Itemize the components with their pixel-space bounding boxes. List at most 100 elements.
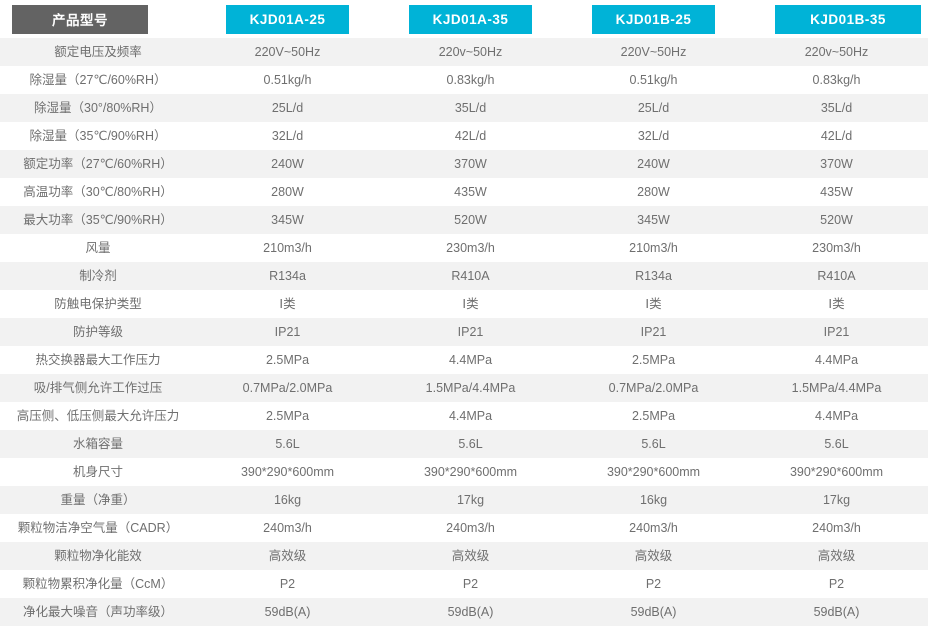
table-row: 水箱容量 5.6L 5.6L 5.6L 5.6L (0, 430, 928, 458)
spec-value: 0.83kg/h (812, 73, 861, 87)
header-cell-model-b25: KJD01B-25 (562, 0, 745, 38)
spec-value: P2 (828, 577, 845, 591)
spec-value: 16kg (273, 493, 302, 507)
spec-value: 435W (454, 185, 487, 199)
table-row: 额定功率（27℃/60%RH） 240W 370W 240W 370W (0, 150, 928, 178)
spec-label: 颗粒物净化能效 (54, 549, 142, 563)
table-row: 最大功率（35℃/90%RH） 345W 520W 345W 520W (0, 206, 928, 234)
spec-value: 42L/d (454, 129, 487, 143)
spec-value: 280W (271, 185, 304, 199)
spec-value: 435W (820, 185, 853, 199)
spec-label: 机身尺寸 (72, 465, 123, 479)
spec-value: 240m3/h (263, 521, 312, 535)
spec-value: 1.5MPa/4.4MPa (425, 381, 516, 395)
spec-value: 370W (820, 157, 853, 171)
spec-value: 4.4MPa (814, 409, 859, 423)
spec-value: 高效级 (268, 549, 307, 563)
spec-value: 345W (637, 213, 670, 227)
spec-value: 345W (271, 213, 304, 227)
spec-value: 32L/d (637, 129, 670, 143)
spec-value: 520W (454, 213, 487, 227)
spec-label: 制冷剂 (79, 269, 117, 283)
header-row: 产品型号 KJD01A-25 KJD01A-35 KJD01B-25 KJD01… (0, 0, 928, 38)
spec-label: 热交换器最大工作压力 (35, 353, 161, 367)
spec-value: R410A (451, 269, 490, 283)
spec-value: 2.5MPa (631, 409, 676, 423)
spec-value: 370W (454, 157, 487, 171)
spec-value: 220V~50Hz (620, 45, 687, 59)
spec-value: 280W (637, 185, 670, 199)
spec-value: 220V~50Hz (254, 45, 321, 59)
spec-value: Ⅰ类 (828, 297, 845, 311)
table-row: 防触电保护类型 Ⅰ类 Ⅰ类 Ⅰ类 Ⅰ类 (0, 290, 928, 318)
spec-value: R134a (269, 269, 306, 283)
spec-value: P2 (462, 577, 479, 591)
spec-value: 5.6L (641, 437, 666, 451)
spec-value: 0.83kg/h (446, 73, 495, 87)
spec-value: 240W (637, 157, 670, 171)
spec-label: 防触电保护类型 (54, 297, 142, 311)
spec-value: 240m3/h (812, 521, 861, 535)
header-label-product-model: 产品型号 (12, 4, 148, 34)
table-header: 产品型号 KJD01A-25 KJD01A-35 KJD01B-25 KJD01… (0, 0, 928, 38)
spec-value: 220v~50Hz (438, 45, 503, 59)
spec-value: 230m3/h (446, 241, 495, 255)
spec-value: 240W (271, 157, 304, 171)
table-row: 热交换器最大工作压力 2.5MPa 4.4MPa 2.5MPa 4.4MPa (0, 346, 928, 374)
spec-label: 额定功率（27℃/60%RH） (23, 157, 173, 171)
spec-value: 520W (820, 213, 853, 227)
spec-value: 230m3/h (812, 241, 861, 255)
spec-value: 17kg (822, 493, 851, 507)
spec-value: R410A (817, 269, 856, 283)
header-cell-model-b35: KJD01B-35 (745, 0, 928, 38)
spec-value: Ⅰ类 (279, 297, 296, 311)
spec-label: 吸/排气侧允许工作过压 (33, 381, 163, 395)
spec-value: 35L/d (820, 101, 853, 115)
spec-value: 59dB(A) (630, 605, 677, 619)
spec-label: 除湿量（30°/80%RH） (34, 101, 162, 115)
spec-value: 5.6L (458, 437, 483, 451)
spec-label: 高温功率（30℃/80%RH） (23, 185, 173, 199)
spec-value: 35L/d (454, 101, 487, 115)
table-row: 机身尺寸 390*290*600mm 390*290*600mm 390*290*60… (0, 458, 928, 486)
spec-label: 除湿量（35℃/90%RH） (29, 129, 167, 143)
spec-value: IP21 (823, 325, 850, 339)
header-cell-model-a25: KJD01A-25 (196, 0, 379, 38)
spec-value: 59dB(A) (447, 605, 494, 619)
spec-value: 0.7MPa/2.0MPa (242, 381, 333, 395)
table-row: 除湿量（35℃/90%RH） 32L/d 42L/d 32L/d 42L/d (0, 122, 928, 150)
table-row: 吸/排气侧允许工作过压 0.7MPa/2.0MPa 1.5MPa/4.4MPa 0.7… (0, 374, 928, 402)
spec-value: 240m3/h (629, 521, 678, 535)
table-row: 净化最大噪音（声功率级） 59dB(A) 59dB(A) 59dB(A) 59dB(A) (0, 598, 928, 626)
spec-value: 5.6L (824, 437, 849, 451)
spec-value: 390*290*600mm (789, 465, 884, 479)
table-row: 风量 210m3/h 230m3/h 210m3/h 230m3/h (0, 234, 928, 262)
spec-value: Ⅰ类 (462, 297, 479, 311)
spec-value: 2.5MPa (265, 353, 310, 367)
spec-value: 390*290*600mm (606, 465, 701, 479)
spec-value: 高效级 (634, 549, 673, 563)
spec-value: 2.5MPa (631, 353, 676, 367)
spec-label: 额定电压及频率 (54, 45, 142, 59)
spec-value: 390*290*600mm (423, 465, 518, 479)
spec-value: P2 (645, 577, 662, 591)
spec-value: 0.51kg/h (629, 73, 678, 87)
table-body: 额定电压及频率 220V~50Hz 220v~50Hz 220V~50Hz 220v~5… (0, 38, 928, 626)
spec-value: 210m3/h (629, 241, 678, 255)
spec-value: 210m3/h (263, 241, 312, 255)
spec-value: Ⅰ类 (645, 297, 662, 311)
spec-value: 5.6L (275, 437, 300, 451)
spec-value: 4.4MPa (448, 353, 493, 367)
table-row: 重量（净重） 16kg 17kg 16kg 17kg (0, 486, 928, 514)
spec-value: 4.4MPa (448, 409, 493, 423)
table-row: 颗粒物累积净化量（CcM） P2 P2 P2 P2 (0, 570, 928, 598)
table-row: 除湿量（27℃/60%RH） 0.51kg/h 0.83kg/h 0.51kg/h 0.… (0, 66, 928, 94)
spec-value: 高效级 (817, 549, 856, 563)
spec-label: 水箱容量 (72, 437, 123, 451)
table-row: 防护等级 IP21 IP21 IP21 IP21 (0, 318, 928, 346)
spec-value: 17kg (456, 493, 485, 507)
spec-value: IP21 (640, 325, 667, 339)
spec-value: 4.4MPa (814, 353, 859, 367)
table-row: 额定电压及频率 220V~50Hz 220v~50Hz 220V~50Hz 220v~5… (0, 38, 928, 66)
